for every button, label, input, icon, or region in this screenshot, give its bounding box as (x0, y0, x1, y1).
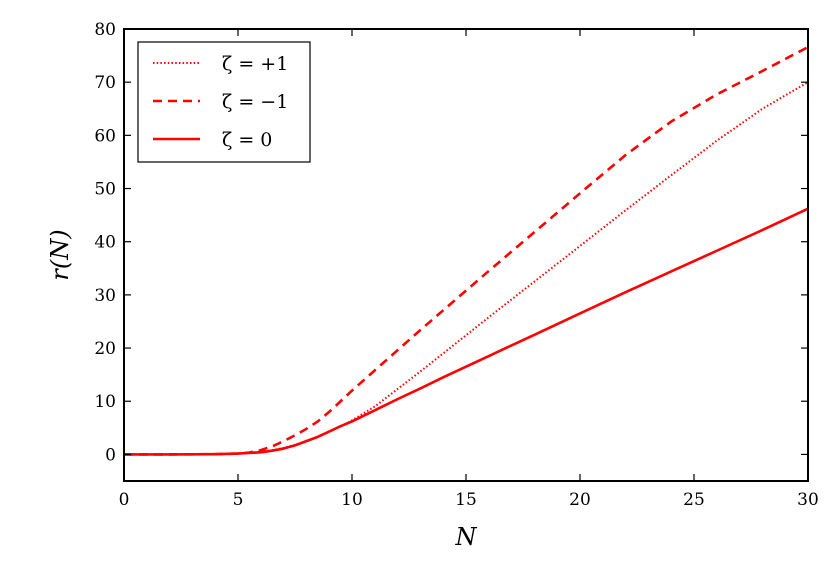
x-axis-title: N (455, 523, 478, 551)
legend-label-zeta-minus-one: ζ = −1 (222, 91, 288, 113)
x-tick-label: 5 (233, 490, 244, 510)
y-tick-label: 80 (94, 20, 116, 40)
y-axis-title: r(N) (46, 229, 74, 280)
x-tick-label: 0 (119, 490, 130, 510)
y-tick-label: 50 (94, 180, 116, 200)
series-line-1 (124, 45, 808, 456)
x-tick-label: 25 (683, 490, 705, 510)
x-tick-label: 20 (569, 490, 591, 510)
x-tick-label: 15 (455, 490, 477, 510)
legend-label-zeta-plus-one: ζ = +1 (222, 53, 288, 75)
series-layer (124, 45, 808, 456)
x-tick-label: 10 (341, 490, 363, 510)
y-tick-label: 70 (94, 73, 116, 93)
legend: ζ = +1 ζ = −1 ζ = 0 (137, 41, 311, 163)
series-line-2 (124, 207, 808, 456)
y-tick-label: 10 (94, 392, 116, 412)
y-tick-label: 20 (94, 339, 116, 359)
x-tick-label: 30 (797, 490, 819, 510)
legend-label-zeta-zero: ζ = 0 (222, 129, 272, 151)
y-tick-label: 60 (94, 126, 116, 146)
ticks-layer: 0 5 10 15 20 25 30 0 10 20 30 40 50 60 70 80 (94, 20, 818, 510)
legend-frame (137, 41, 311, 163)
y-tick-label: 40 (94, 233, 116, 253)
y-tick-label: 30 (94, 286, 116, 306)
y-tick-label: 0 (105, 445, 116, 465)
